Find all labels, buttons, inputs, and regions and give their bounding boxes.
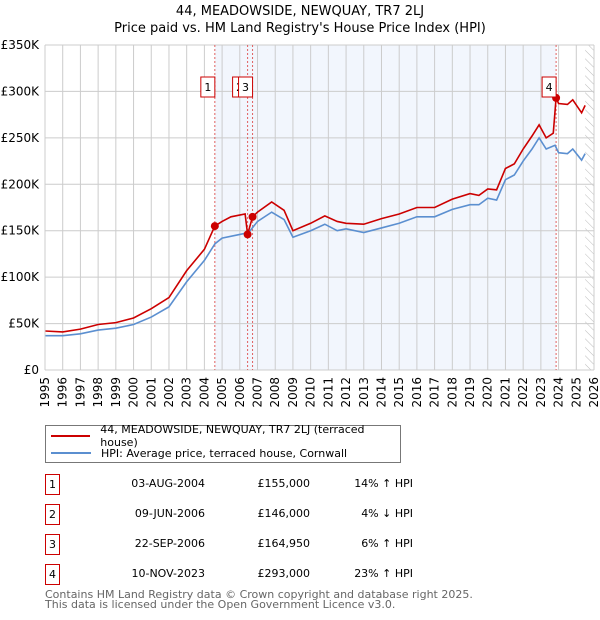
- price-chart: 1995 1996 1997 1998 1999 2000 2001 2002 2003 2004…: [1, 38, 600, 408]
- sale-point: [210, 222, 219, 231]
- sale-period-shading: [214, 45, 557, 370]
- hpi-series-line: [45, 136, 586, 337]
- x-tick-label: 2023: [534, 377, 548, 408]
- x-tick-label: 1995: [38, 377, 52, 408]
- chart-subtitle: Price paid vs. HM Land Registry's House …: [114, 21, 486, 36]
- x-tick-label: 1996: [56, 377, 70, 408]
- sale-number-badge: 1: [45, 474, 60, 495]
- sale-price: £293,000: [257, 567, 311, 580]
- y-tick-label: £300K: [1, 84, 41, 98]
- sale-point: [243, 230, 252, 239]
- x-tick-label: 2014: [374, 377, 388, 408]
- x-tick-label: 2022: [516, 377, 530, 408]
- y-tick-label: £350K: [1, 38, 41, 52]
- sale-label: 3: [242, 81, 249, 94]
- y-tick-label: £0: [24, 363, 39, 377]
- x-tick-label: 2004: [197, 377, 211, 408]
- x-tick-label: 2008: [268, 377, 282, 408]
- x-tick-label: 2000: [127, 377, 141, 408]
- footer-licence: This data is licensed under the Open Gov…: [45, 598, 396, 611]
- legend-label: HPI: Average price, terraced house, Corn…: [101, 446, 348, 460]
- y-tick-label: £50K: [8, 317, 40, 331]
- legend-item-hpi: HPI: Average price, terraced house, Corn…: [51, 445, 347, 461]
- x-tick-label: 2009: [286, 377, 300, 408]
- x-tick-label: 2006: [233, 377, 247, 408]
- legend-swatch-blue: [51, 452, 91, 454]
- sale-label-box: [238, 76, 254, 98]
- y-tick-label: £200K: [1, 177, 41, 191]
- sale-row: 2 09-JUN-2006 £146,000 4% ↓ HPI: [45, 504, 425, 525]
- x-tick-label: 1998: [91, 377, 105, 408]
- sale-date: 09-JUN-2006: [134, 507, 205, 520]
- x-tick-label: 2019: [463, 377, 477, 408]
- chart-title: 44, MEADOWSIDE, NEWQUAY, TR7 2LJ: [175, 4, 425, 19]
- forecast-hatch: [585, 45, 594, 370]
- sale-label: 4: [546, 81, 553, 94]
- sale-label-box: [541, 76, 557, 98]
- sale-label: 1: [204, 81, 211, 94]
- x-tick-label: 1997: [73, 377, 87, 408]
- x-tick-label: 2001: [144, 377, 158, 408]
- y-tick-label: £100K: [1, 270, 41, 284]
- sale-number-badge: 2: [45, 504, 60, 525]
- sale-number-badge: 4: [45, 564, 60, 585]
- x-tick-label: 2015: [392, 377, 406, 408]
- x-tick-label: 2005: [215, 377, 229, 408]
- x-tick-label: 2010: [304, 377, 318, 408]
- x-tick-label: 2020: [481, 377, 495, 408]
- sale-point: [248, 212, 257, 221]
- sale-date: 10-NOV-2023: [131, 567, 205, 580]
- sale-row: 1 03-AUG-2004 £155,000 14% ↑ HPI: [45, 474, 425, 495]
- x-tick-label: 2021: [498, 377, 512, 408]
- sale-label-box: [200, 76, 216, 98]
- x-tick-label: 2018: [445, 377, 459, 408]
- sale-price: £164,950: [257, 537, 311, 550]
- x-tick-label: 2017: [428, 377, 442, 408]
- footer-copyright: Contains HM Land Registry data © Crown c…: [45, 588, 473, 601]
- legend-swatch-red: [51, 435, 91, 437]
- legend: 44, MEADOWSIDE, NEWQUAY, TR7 2LJ (terrac…: [45, 423, 401, 463]
- y-tick-label: £150K: [1, 224, 41, 238]
- legend-label: 44, MEADOWSIDE, NEWQUAY, TR7 2LJ (terrac…: [100, 423, 365, 449]
- property-series-line: [44, 97, 586, 333]
- sale-hpi-diff: 14% ↑ HPI: [354, 477, 413, 490]
- sale-hpi-diff: 4% ↓ HPI: [361, 507, 413, 520]
- x-tick-label: 2013: [357, 377, 371, 408]
- x-tick-label: 2012: [339, 377, 353, 408]
- x-tick-label: 2016: [410, 377, 424, 408]
- x-tick-label: 2002: [162, 377, 176, 408]
- x-tick-label: 2025: [569, 377, 583, 408]
- x-tick-label: 2003: [180, 377, 194, 408]
- x-tick-label: 2026: [587, 377, 600, 408]
- sale-date: 22-SEP-2006: [134, 537, 205, 550]
- x-tick-label: 2007: [251, 377, 265, 408]
- legend-item-property: 44, MEADOWSIDE, NEWQUAY, TR7 2LJ (terrac…: [51, 423, 400, 449]
- sale-hpi-diff: 6% ↑ HPI: [361, 537, 413, 550]
- x-tick-label: 2024: [552, 377, 566, 408]
- x-tick-label: 2011: [321, 377, 335, 408]
- sale-date: 03-AUG-2004: [131, 477, 205, 490]
- sale-number-badge: 3: [45, 534, 60, 555]
- sale-price: £146,000: [257, 507, 311, 520]
- sale-price: £155,000: [257, 477, 311, 490]
- sale-row: 4 10-NOV-2023 £293,000 23% ↑ HPI: [45, 564, 425, 585]
- y-tick-label: £250K: [1, 131, 41, 145]
- x-tick-label: 1999: [109, 377, 123, 408]
- sale-row: 3 22-SEP-2006 £164,950 6% ↑ HPI: [45, 534, 425, 555]
- sale-hpi-diff: 23% ↑ HPI: [354, 567, 413, 580]
